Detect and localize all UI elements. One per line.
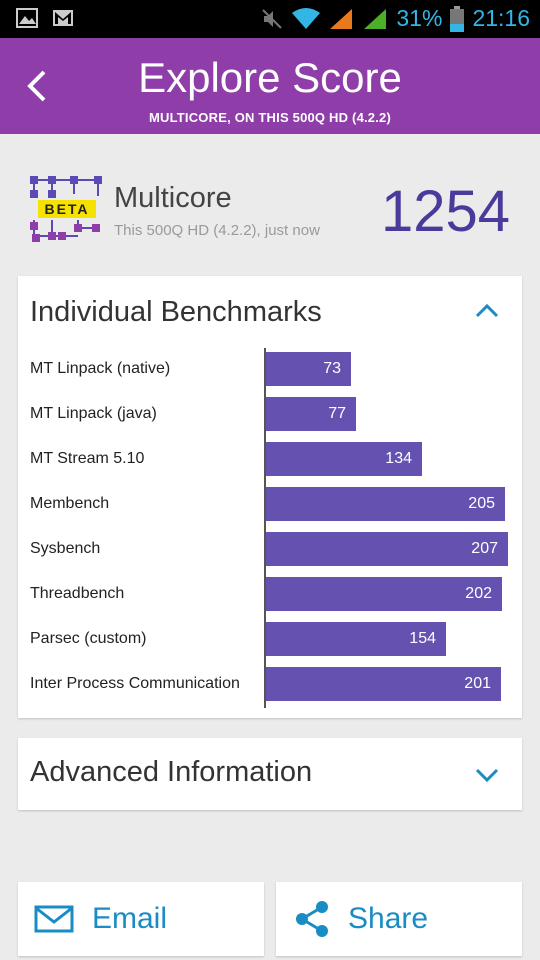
benchmark-value: 134	[385, 450, 412, 467]
score-subtitle: This 500Q HD (4.2.2), just now	[114, 222, 320, 239]
benchmark-value: 207	[471, 540, 498, 557]
score-name: Multicore	[114, 182, 232, 214]
image-icon	[16, 8, 38, 28]
mute-icon	[262, 8, 283, 29]
share-button[interactable]: Share	[276, 882, 522, 956]
wifi-icon	[292, 7, 321, 29]
chevron-down-icon[interactable]	[474, 766, 500, 784]
benchmark-value: 154	[409, 630, 436, 647]
benchmark-bar: 207	[266, 532, 508, 566]
email-label: Email	[92, 902, 168, 935]
benchmark-bar: 201	[266, 667, 501, 701]
benchmark-label: MT Stream 5.10	[30, 450, 145, 467]
signal-green-icon	[364, 8, 387, 29]
gmail-icon	[53, 10, 73, 26]
benchmark-label: MT Linpack (java)	[30, 405, 157, 422]
benchmark-value: 205	[468, 495, 495, 512]
benchmark-bar: 154	[266, 622, 446, 656]
chevron-up-icon[interactable]	[474, 302, 500, 320]
benchmark-label: Sysbench	[30, 540, 101, 557]
score-value: 1254	[380, 179, 510, 244]
advanced-card[interactable]: Advanced Information	[18, 738, 522, 810]
benchmark-bar: 202	[266, 577, 502, 611]
benchmark-value: 73	[323, 360, 341, 377]
advanced-title: Advanced Information	[30, 756, 313, 788]
benchmark-bar: 77	[266, 397, 356, 431]
back-arrow-icon[interactable]	[20, 66, 60, 106]
benchmarks-card: Individual Benchmarks MT Linpack (native…	[18, 276, 522, 718]
battery-icon	[450, 5, 465, 32]
share-label: Share	[348, 902, 429, 935]
share-icon	[296, 901, 328, 937]
page-title: Explore Score	[138, 54, 402, 101]
benchmark-label: MT Linpack (native)	[30, 360, 171, 377]
mail-icon	[34, 905, 74, 933]
benchmark-value: 201	[464, 675, 491, 692]
battery-percent: 31%	[396, 5, 443, 31]
benchmark-label: Membench	[30, 495, 110, 512]
benchmark-bar: 73	[266, 352, 351, 386]
page-subtitle: MULTICORE, ON THIS 500Q HD (4.2.2)	[148, 110, 392, 125]
benchmark-label: Inter Process Communication	[30, 675, 240, 692]
benchmark-bar: 205	[266, 487, 505, 521]
benchmark-label: Parsec (custom)	[30, 630, 147, 647]
app-bar: Explore Score MULTICORE, ON THIS 500Q HD…	[0, 38, 540, 134]
benchmark-bar: 134	[266, 442, 422, 476]
beta-badge: BETA	[44, 201, 89, 217]
signal-orange-icon	[330, 8, 353, 29]
beta-logo-icon: BETA	[30, 176, 102, 242]
benchmark-label: Threadbench	[30, 585, 125, 602]
status-bar: 31% 21:16	[0, 0, 540, 38]
benchmarks-title: Individual Benchmarks	[30, 296, 322, 328]
chart-axis	[264, 348, 266, 708]
email-button[interactable]: Email	[18, 882, 264, 956]
benchmark-value: 77	[328, 405, 346, 422]
benchmark-value: 202	[465, 585, 492, 602]
clock: 21:16	[472, 5, 530, 31]
